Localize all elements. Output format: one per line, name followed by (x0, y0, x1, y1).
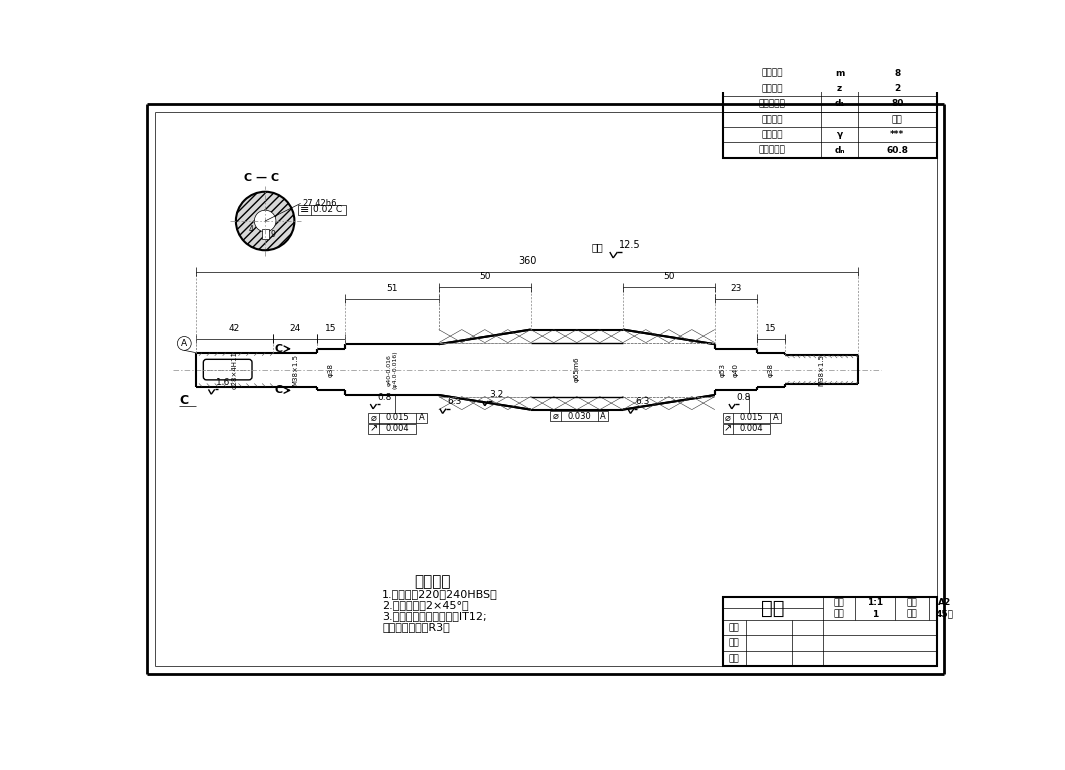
Text: φ65m6: φ65m6 (574, 357, 579, 383)
Text: ⌀: ⌀ (725, 413, 731, 423)
Text: 24: 24 (290, 323, 300, 333)
Text: γ: γ (836, 130, 842, 139)
Text: 0.8: 0.8 (736, 393, 751, 402)
Text: 15: 15 (326, 323, 337, 333)
Text: 右旋: 右旋 (892, 115, 903, 124)
Text: 蜗杆头数: 蜗杆头数 (761, 84, 783, 93)
Text: C: C (275, 386, 282, 395)
Bar (368, 424, 416, 434)
Text: 6.3: 6.3 (635, 397, 650, 407)
Text: 80: 80 (891, 99, 903, 109)
Text: φ40-0.016
(φ4.0-0.016): φ40-0.016 (φ4.0-0.016) (387, 350, 397, 389)
Text: ≡: ≡ (299, 205, 309, 215)
Text: 42: 42 (229, 323, 240, 333)
Text: 图号: 图号 (906, 598, 917, 607)
Text: φ28×4H11: φ28×4H11 (231, 350, 237, 389)
Circle shape (235, 192, 294, 250)
Circle shape (255, 210, 276, 232)
Text: C: C (275, 344, 282, 353)
Text: φ53: φ53 (720, 363, 725, 377)
Text: 数量: 数量 (834, 610, 845, 618)
Text: C: C (180, 394, 189, 407)
Text: M38×1.5: M38×1.5 (819, 353, 824, 386)
Bar (722, 65, 936, 158)
Text: 齿根圆直径: 齿根圆直径 (758, 146, 785, 155)
Text: 2: 2 (895, 84, 900, 93)
Text: 6.3: 6.3 (447, 397, 461, 407)
Text: A: A (773, 413, 779, 422)
Text: 0.030: 0.030 (568, 412, 591, 420)
Text: 未注圆角半径为R3。: 未注圆角半径为R3。 (382, 622, 449, 631)
Bar (722, 413, 781, 423)
Text: 材料: 材料 (906, 610, 917, 618)
Text: 45钢: 45钢 (935, 610, 953, 618)
Text: φ40: φ40 (733, 363, 739, 377)
Text: 比例: 比例 (834, 598, 845, 607)
Text: 蜗杆倒角: 蜗杆倒角 (761, 130, 783, 139)
Text: 9: 9 (271, 229, 275, 239)
Text: 0.015: 0.015 (740, 413, 764, 422)
Text: 0.015: 0.015 (386, 413, 409, 422)
Text: 4: 4 (249, 225, 253, 234)
Text: 50: 50 (663, 272, 674, 281)
Bar (262, 229, 268, 239)
Text: m: m (835, 69, 845, 78)
Text: 分度圆直径: 分度圆直径 (758, 99, 785, 109)
Text: ⌀: ⌀ (553, 411, 558, 421)
Text: ***: *** (890, 130, 904, 139)
Text: 60.8: 60.8 (886, 146, 908, 155)
Text: 15: 15 (765, 323, 776, 333)
Text: 50: 50 (479, 272, 491, 281)
Text: M38×1.5: M38×1.5 (292, 353, 298, 386)
Text: 0.8: 0.8 (378, 393, 392, 402)
Text: 1.6: 1.6 (216, 378, 230, 387)
Text: 0.004: 0.004 (740, 424, 764, 433)
Text: ⌀: ⌀ (371, 413, 377, 423)
Text: d₁: d₁ (835, 99, 845, 109)
Text: 绘图: 绘图 (728, 638, 739, 648)
Text: 设计: 设计 (728, 654, 739, 663)
Text: 0.004: 0.004 (386, 424, 409, 433)
Text: 2.未注倒角为2×45°。: 2.未注倒角为2×45°。 (382, 601, 469, 610)
Text: 3.未注尺寸偏差处精度为IT12;: 3.未注尺寸偏差处精度为IT12; (382, 611, 487, 621)
Text: 27.42h6: 27.42h6 (302, 199, 337, 208)
Text: dₙ: dₙ (834, 146, 845, 155)
Text: 0.02 C: 0.02 C (313, 206, 342, 214)
Text: 51: 51 (387, 283, 397, 293)
Text: ↗: ↗ (370, 424, 378, 434)
Text: 8: 8 (895, 69, 900, 78)
Bar (722, 597, 936, 666)
Text: 1:1: 1:1 (867, 598, 883, 607)
Text: A2: A2 (937, 598, 951, 607)
Text: φ38: φ38 (768, 363, 774, 377)
Text: A: A (600, 412, 606, 420)
Text: 审阅: 审阅 (728, 623, 739, 632)
Text: 3.2: 3.2 (489, 390, 504, 399)
Text: 技术要求: 技术要求 (414, 574, 450, 589)
Bar (368, 413, 427, 423)
Text: C — C: C — C (244, 173, 279, 182)
Text: A: A (181, 339, 187, 348)
Text: φ38: φ38 (328, 363, 334, 377)
Text: 23: 23 (731, 283, 741, 293)
Text: 1: 1 (872, 610, 879, 618)
Bar (722, 424, 770, 434)
Bar (550, 411, 608, 421)
Text: 12.5: 12.5 (619, 239, 640, 249)
Bar (298, 205, 346, 215)
Text: 其余: 其余 (591, 243, 603, 253)
Text: 蜗杆: 蜗杆 (760, 599, 784, 618)
Text: 360: 360 (518, 256, 537, 266)
Text: 螺线方向: 螺线方向 (761, 115, 783, 124)
Text: A: A (419, 413, 424, 422)
Text: z: z (837, 84, 842, 93)
Text: 轴向模数: 轴向模数 (761, 69, 783, 78)
Text: 1.调制处理220～240HBS；: 1.调制处理220～240HBS； (382, 590, 498, 599)
Text: ↗: ↗ (724, 424, 732, 434)
